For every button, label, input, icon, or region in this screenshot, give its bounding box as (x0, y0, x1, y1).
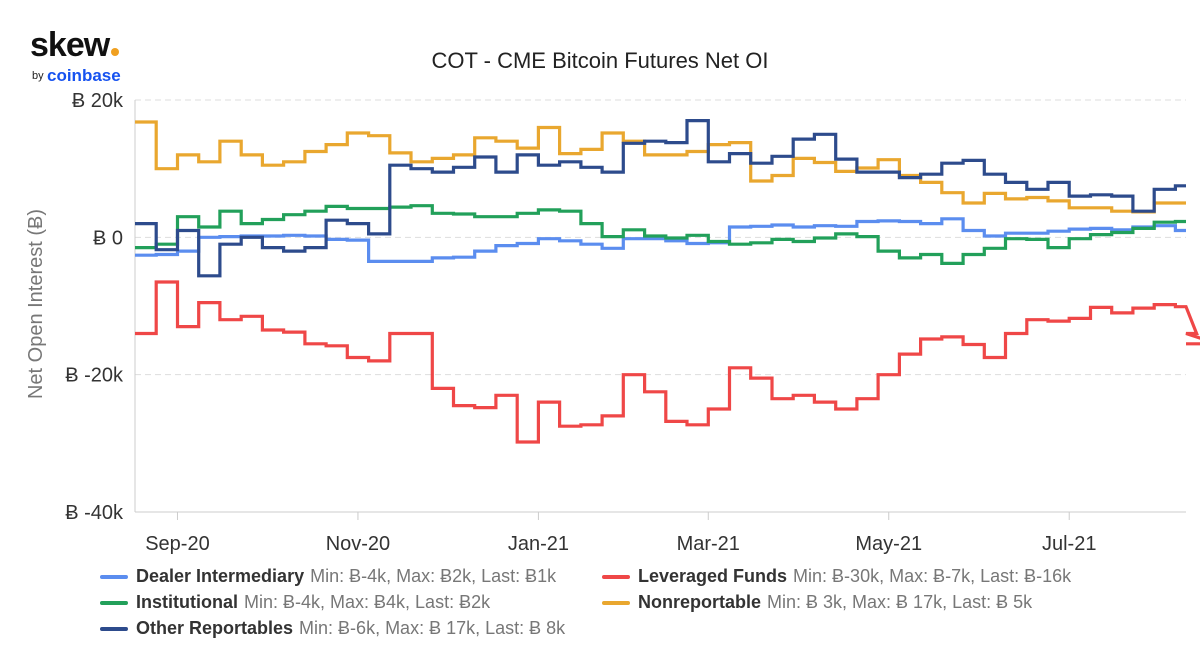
legend-swatch (100, 600, 128, 605)
legend-series-name: Nonreportable (638, 592, 762, 612)
x-tick-label: Sep-20 (145, 533, 210, 555)
legend-swatch (602, 574, 630, 579)
legend-series-name: Institutional (136, 592, 238, 612)
x-tick-label: Nov-20 (326, 533, 390, 555)
series-line-4 (135, 119, 1186, 278)
legend-series-stats: Min: Ƀ 3k, Max: Ƀ 17k, Last: Ƀ 5k (767, 592, 1033, 612)
y-axis-label: Net Open Interest (Ƀ) (25, 209, 47, 399)
series-line-3 (135, 120, 1186, 214)
axes: Ƀ 20k Ƀ 0 Ƀ -20k Ƀ -40k Sep-20 Nov-20 Jan-21 Ma… (65, 90, 1186, 555)
y-tick-label: Ƀ -20k (65, 365, 124, 387)
y-tick-label: Ƀ 0 (93, 227, 123, 249)
series-line-2 (135, 204, 1186, 265)
x-tick-label: Mar-21 (677, 533, 740, 555)
legend-item[interactable]: Nonreportable Min: Ƀ 3k, Max: Ƀ 17k, Last… (602, 592, 1032, 613)
legend-series-name: Other Reportables (136, 618, 294, 638)
x-tick-label: May-21 (855, 533, 922, 555)
series-line-1 (135, 280, 1200, 444)
brand-dot-icon (111, 48, 120, 56)
x-tick-label: Jul-21 (1042, 533, 1096, 555)
legend-series-stats: Min: Ƀ-4k, Max: Ƀ4k, Last: Ƀ2k (244, 592, 491, 612)
series-lines (135, 119, 1200, 444)
series-line-0 (135, 217, 1186, 263)
legend-swatch (100, 574, 128, 579)
legend-series-name: Dealer Intermediary (136, 566, 305, 586)
brand-logo: skew (30, 26, 120, 64)
legend-item[interactable]: Leveraged Funds Min: Ƀ-30k, Max: Ƀ-7k, La… (602, 566, 1071, 587)
legend-series-stats: Min: Ƀ-6k, Max: Ƀ 17k, Last: Ƀ 8k (299, 618, 566, 638)
legend-item[interactable]: Other Reportables Min: Ƀ-6k, Max: Ƀ 17k, … (100, 618, 565, 639)
legend-series-stats: Min: Ƀ-4k, Max: Ƀ2k, Last: Ƀ1k (310, 566, 557, 586)
chart-title: COT - CME Bitcoin Futures Net OI (431, 48, 768, 73)
brand-by: by (32, 70, 44, 82)
legend-item[interactable]: Dealer Intermediary Min: Ƀ-4k, Max: Ƀ2k, … (100, 566, 556, 587)
legend-swatch (100, 626, 128, 631)
legend-item[interactable]: Institutional Min: Ƀ-4k, Max: Ƀ4k, Last: … (100, 592, 490, 613)
y-tick-label: Ƀ -40k (65, 502, 124, 524)
legend-swatch (602, 600, 630, 605)
brand-company: coinbase (47, 66, 121, 85)
y-tick-label: Ƀ 20k (72, 90, 124, 112)
legend-series-stats: Min: Ƀ-30k, Max: Ƀ-7k, Last: Ƀ-16k (793, 566, 1072, 586)
brand-name: skew (30, 26, 110, 64)
x-tick-label: Jan-21 (508, 533, 569, 555)
legend-series-name: Leveraged Funds (638, 566, 788, 586)
